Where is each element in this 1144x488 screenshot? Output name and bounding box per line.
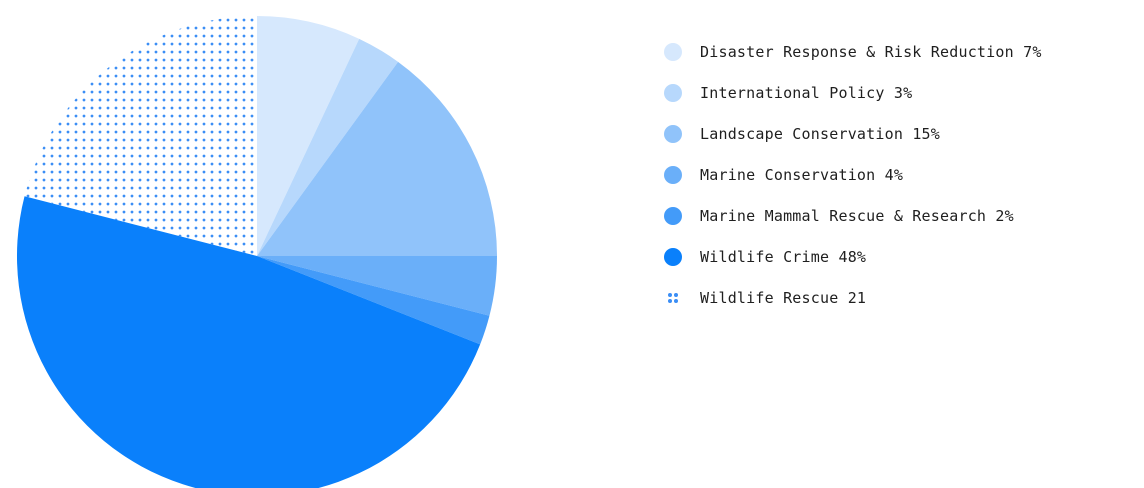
- legend-swatch: [664, 248, 682, 266]
- pie-slice-disaster-response-and-risk-reduction: [257, 16, 360, 256]
- legend-item-wildlife-rescue: Wildlife Rescue 21: [664, 288, 1042, 308]
- legend-value: 48%: [838, 248, 867, 266]
- pie-chart: [17, 16, 497, 488]
- legend-item-international-policy: International Policy 3%: [664, 83, 1042, 103]
- legend-swatch: [664, 43, 682, 61]
- legend-item-wildlife-crime: Wildlife Crime 48%: [664, 247, 1042, 267]
- legend-label: International Policy 3%: [700, 84, 912, 102]
- legend-label-text: Marine Conservation: [700, 166, 876, 184]
- legend-label: Wildlife Rescue 21: [700, 289, 866, 307]
- legend-label-text: Landscape Conservation: [700, 125, 904, 143]
- legend-label: Wildlife Crime 48%: [700, 248, 866, 266]
- legend-swatch: [664, 125, 682, 143]
- legend-value: 7%: [1023, 43, 1042, 61]
- legend-label-text: International Policy: [700, 84, 885, 102]
- pie-slice-landscape-conservation: [257, 61, 497, 257]
- legend-swatch: [664, 289, 682, 307]
- legend-label-text: Wildlife Crime: [700, 248, 830, 266]
- pie-slices: [17, 16, 497, 488]
- legend-item-disaster-response-and-risk-reduction: Disaster Response & Risk Reduction 7%: [664, 42, 1042, 62]
- legend-swatch: [664, 166, 682, 184]
- legend-value: 2%: [995, 207, 1014, 225]
- pie-slice-marine-mammal-rescue-and-research: [257, 256, 490, 345]
- pie-slice-wildlife-crime: [17, 196, 481, 488]
- chart-legend: Disaster Response & Risk Reduction 7% Int…: [664, 42, 1042, 329]
- legend-label-text: Wildlife Rescue: [700, 289, 839, 307]
- legend-value: 15%: [912, 125, 941, 143]
- legend-value: 3%: [893, 84, 913, 102]
- legend-swatch: [664, 207, 682, 225]
- legend-value: 21: [847, 289, 867, 307]
- legend-label: Marine Mammal Rescue & Research 2%: [700, 207, 1014, 225]
- legend-value: 4%: [884, 166, 904, 184]
- legend-label: Disaster Response & Risk Reduction 7%: [700, 43, 1042, 61]
- pie-slice-international-policy: [257, 38, 399, 257]
- pie-slice-wildlife-rescue: [24, 16, 257, 256]
- legend-item-landscape-conservation: Landscape Conservation 15%: [664, 124, 1042, 144]
- legend-swatch: [664, 84, 682, 102]
- legend-label: Marine Conservation 4%: [700, 166, 903, 184]
- legend-label-text: Disaster Response & Risk Reduction: [700, 43, 1014, 61]
- legend-item-marine-mammal-rescue-and-research: Marine Mammal Rescue & Research 2%: [664, 206, 1042, 226]
- legend-label-text: Marine Mammal Rescue & Research: [700, 207, 987, 225]
- pie-slice-marine-conservation: [257, 256, 497, 316]
- legend-label: Landscape Conservation 15%: [700, 125, 940, 143]
- legend-item-marine-conservation: Marine Conservation 4%: [664, 165, 1042, 185]
